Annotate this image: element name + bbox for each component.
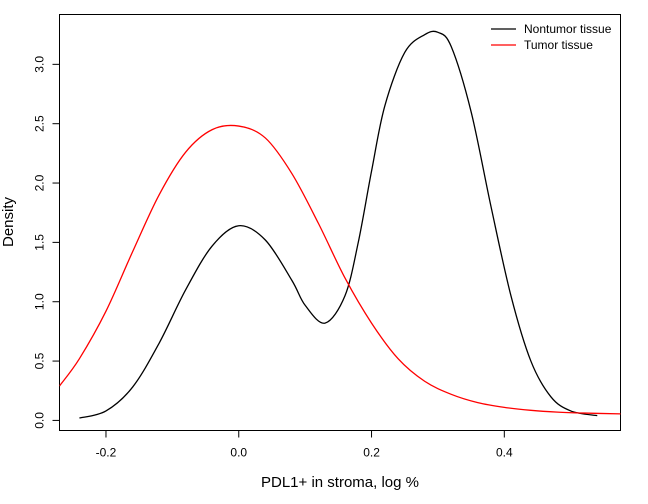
y-tick-label: 0.5: [33, 352, 47, 369]
y-axis: 0.0 0.5 1.0 1.5 2.0 2.5 3.0: [33, 56, 60, 429]
y-tick-label: 2.5: [33, 115, 47, 132]
legend: Nontumor tissue Tumor tissue: [491, 22, 612, 52]
x-tick-label: 0.4: [496, 446, 513, 460]
y-tick-label: 1.5: [33, 234, 47, 251]
x-tick-label: 0.0: [230, 446, 247, 460]
y-tick-label: 0.0: [33, 412, 47, 429]
x-tick-label: 0.2: [363, 446, 380, 460]
y-axis-label: Density: [0, 196, 17, 247]
series-curves: [59, 30, 621, 419]
y-tick-label: 2.0: [33, 174, 47, 191]
plot-frame: [59, 14, 621, 431]
legend-label: Tumor tissue: [524, 38, 593, 52]
y-tick-label: 1.0: [33, 293, 47, 310]
y-tick-label: 3.0: [33, 56, 47, 73]
series-line-tumor-tissue: [59, 124, 621, 415]
series-line-nontumor-tissue: [79, 30, 598, 419]
legend-label: Nontumor tissue: [524, 22, 612, 36]
x-axis-label: PDL1+ in stroma, log %: [261, 474, 419, 491]
x-axis: -0.2 0.0 0.2 0.4: [96, 430, 513, 460]
x-tick-label: -0.2: [96, 446, 117, 460]
